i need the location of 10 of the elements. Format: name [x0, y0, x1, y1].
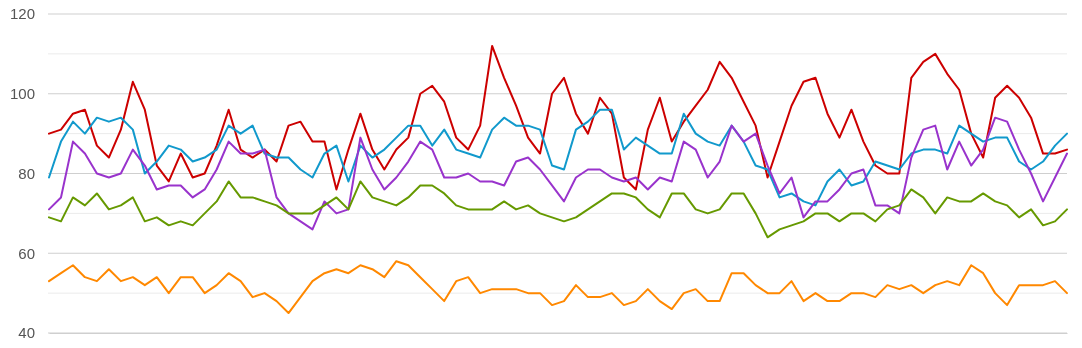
- y-tick-label: 60: [18, 244, 35, 262]
- line-series: [48, 180, 1068, 239]
- y-tick-label: 80: [18, 164, 35, 182]
- y-tick-label: 40: [18, 324, 35, 342]
- line-series: [48, 260, 1068, 315]
- line-series: [48, 108, 1068, 207]
- y-tick-label: 120: [9, 5, 35, 23]
- y-tick-label: 100: [9, 85, 35, 103]
- line-series: [48, 116, 1068, 231]
- line-series: [48, 44, 1068, 191]
